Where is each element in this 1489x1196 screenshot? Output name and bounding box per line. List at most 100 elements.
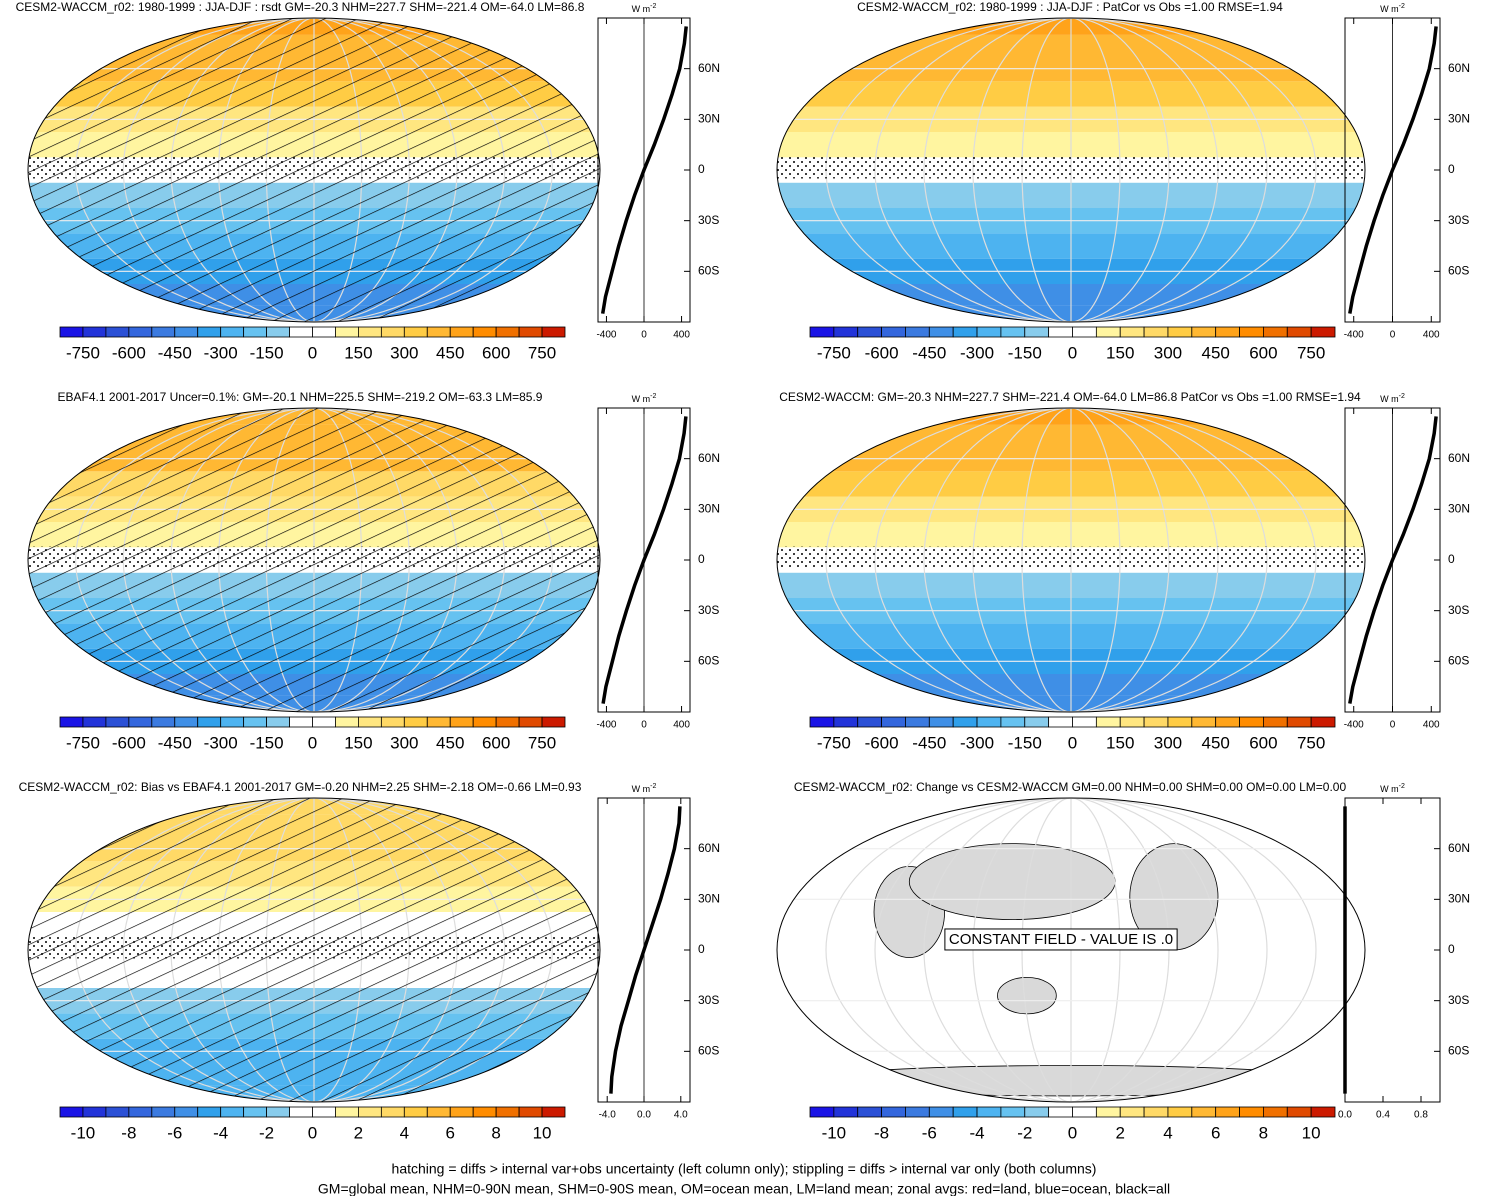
map-border [27,17,601,323]
x-tick-label: 400 [1423,720,1440,731]
colorbar-box [220,326,245,338]
colorbar-box [518,326,543,338]
colorbar-label: -300 [204,733,238,752]
colorbar-label: 10 [533,1123,552,1142]
map-border [776,407,1366,713]
x-tick-label: -400 [596,720,616,731]
colorbar-label: -10 [822,1123,847,1142]
meridian [825,798,1317,1102]
colorbar-box [197,716,222,728]
stippling [777,546,1365,569]
colorbar-box [426,1106,451,1118]
colorbar-label: 450 [1201,733,1229,752]
colorbar-label: -600 [112,733,146,752]
x-tick-label: 0.8 [1414,1110,1428,1121]
meridian [923,798,1219,1102]
map [777,18,1365,322]
annotation: CONSTANT FIELD - VALUE IS .0 [949,931,1173,948]
colorbar-box [1310,326,1336,338]
map [28,408,600,712]
colorbar-box [976,1106,1002,1118]
y-tick-label: 60S [1448,1044,1469,1058]
footnote: GM=global mean, NHM=0-90N mean, SHM=0-90… [318,1181,1170,1196]
colorbar-label: 0 [1068,1123,1077,1142]
colorbar-box [881,326,906,338]
colorbar-box [197,326,222,338]
colorbar-box [82,1106,107,1118]
colorbar-box [952,1106,978,1118]
colorbar-box [881,716,906,728]
colorbar-label: 600 [482,343,510,362]
colorbar-label: -600 [112,343,146,362]
colorbar-label: 150 [1106,733,1134,752]
x-tick-label: 0.0 [1338,1110,1352,1121]
y-tick-label: 30S [698,603,719,617]
panel-title: CESM2-WACCM_r02: Bias vs EBAF4.1 2001-20… [19,780,582,794]
colorbar-box [335,326,359,338]
colorbar-label: 150 [1106,343,1134,362]
colorbar-label: 2 [1115,1123,1124,1142]
colorbar-label: -450 [912,343,946,362]
colorbar-box [905,326,930,338]
colorbar-label: 0 [308,733,317,752]
units-exp: -2 [650,3,656,10]
colorbar-box [105,1106,130,1118]
colorbar-box [495,716,520,728]
colorbar-box [151,716,176,728]
meridian [874,798,1268,1102]
units-exp: -2 [650,783,656,790]
colorbar-label: -300 [204,343,238,362]
colorbar-box [1119,1106,1145,1118]
x-tick-label: 0 [641,720,647,731]
colorbar-box [1048,326,1073,338]
colorbar-box [1239,716,1264,728]
units-exp: -2 [1399,393,1405,400]
colorbar-box [1286,1106,1312,1118]
colorbar-box [128,716,153,728]
x-tick-label: -4.0 [599,1110,617,1121]
colorbar-label: 6 [445,1123,454,1142]
panel: CESM2-WACCM_r02: Change vs CESM2-WACCM G… [776,780,1470,1142]
units: W m-2 [1380,783,1405,795]
y-tick-label: 30N [698,892,720,906]
colorbar-box [243,716,267,728]
colorbar-box [1239,326,1264,338]
colorbar-box [82,716,107,728]
colorbar-box [1095,1106,1121,1118]
map [28,798,600,1102]
colorbar-box [312,716,336,728]
colorbar-box [1239,1106,1264,1118]
colorbar-box [1191,1106,1217,1118]
colorbar-label: 300 [390,733,418,752]
colorbar-label: -150 [250,733,284,752]
colorbar-box [1024,716,1050,728]
colorbar-label: 8 [491,1123,500,1142]
colorbar-box [426,716,451,728]
colorbar-label: 6 [1211,1123,1220,1142]
colorbar-box [952,326,978,338]
x-tick-label: -400 [1344,720,1364,731]
y-tick-label: 30S [698,993,719,1007]
land [997,976,1057,1015]
colorbar-box [289,1106,313,1118]
colorbar-box [380,1106,405,1118]
y-tick-label: 60N [698,61,720,75]
units-exp: -2 [1399,783,1405,790]
colorbar-label: 750 [1297,733,1325,752]
colorbar-box [472,326,497,338]
units-text: W m [1380,4,1399,14]
units-text: W m [1380,394,1399,404]
units-text: W m [632,784,651,794]
y-tick-label: 30S [698,213,719,227]
colorbar-box [1167,716,1193,728]
y-tick-label: 0 [698,162,705,176]
colorbar-box [1095,326,1121,338]
map-border [27,407,601,713]
colorbar-box [1143,716,1169,728]
hatching [28,798,600,1102]
map [28,18,600,322]
colorbar-box [1048,1106,1073,1118]
colorbar-box [312,326,336,338]
y-tick-label: 0 [1448,942,1455,956]
panel: CESM2-WACCM_r02: 1980-1999 : JJA-DJF : P… [776,0,1470,362]
